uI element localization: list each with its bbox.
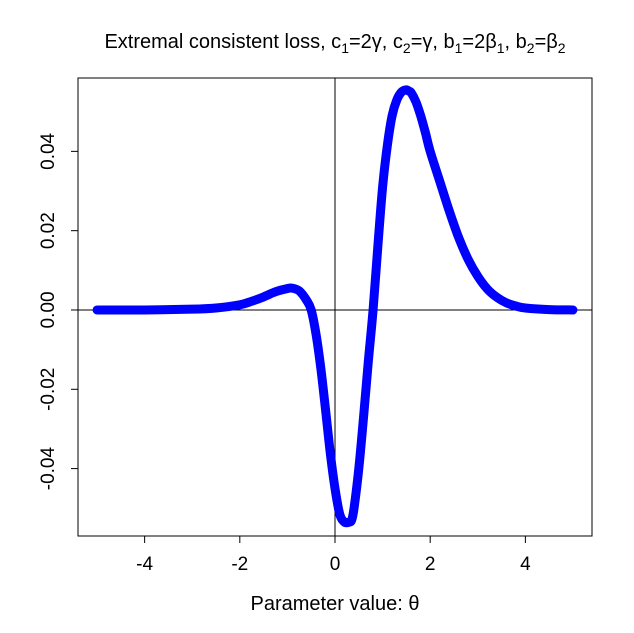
title-part: 2 <box>403 40 411 56</box>
y-axis: -0.04 -0.02 0.00 0.02 0.04 <box>38 132 79 491</box>
title-part: 1 <box>455 40 463 56</box>
title-part: 2 <box>527 40 535 56</box>
title-part: , b <box>505 31 527 53</box>
title-part: 2 <box>558 40 566 56</box>
x-tick-label: 4 <box>520 554 531 575</box>
y-tick-label: 0.04 <box>38 132 59 169</box>
x-axis: -4 -2 0 2 4 <box>136 535 531 575</box>
y-tick-label: 0.02 <box>38 212 59 249</box>
title-part: =2β <box>462 31 496 53</box>
series-layer <box>92 85 578 528</box>
x-tick-label: -2 <box>231 554 248 575</box>
title-part: =β <box>535 31 558 53</box>
title-part: =2γ, c <box>349 31 403 53</box>
y-tick-label: -0.04 <box>38 447 59 491</box>
y-tick-label: 0.00 <box>38 291 59 328</box>
title-part: 1 <box>341 40 349 56</box>
series-line <box>92 85 578 528</box>
title-part: Extremal consistent loss, c <box>104 31 341 53</box>
x-tick-label: 0 <box>330 554 341 575</box>
y-tick-label: -0.02 <box>38 368 59 411</box>
x-tick-label: -4 <box>136 554 153 575</box>
x-tick-label: 2 <box>425 554 436 575</box>
chart-title: Extremal consistent loss, c1=2γ, c2=γ, b… <box>104 31 565 56</box>
title-part: 1 <box>497 40 505 56</box>
x-axis-title: Parameter value: θ <box>251 593 420 615</box>
title-part: =γ, b <box>411 31 455 53</box>
